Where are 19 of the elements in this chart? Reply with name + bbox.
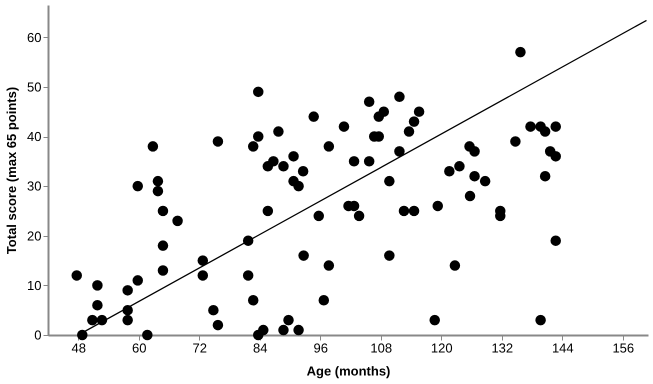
x-tick-label: 60 [132,340,146,356]
y-tick-label: 60 [27,30,42,45]
x-tick-label: 156 [612,340,634,356]
y-tick-label: 40 [27,129,42,144]
x-tick-label: 72 [192,340,207,356]
y-tick-label: 50 [27,79,42,94]
x-tick-label: 84 [253,340,268,356]
y-tick-label: 0 [34,328,42,342]
y-tick-label: 10 [27,278,42,293]
y-tick-label: 30 [27,178,42,194]
x-tick-label: 108 [370,340,392,356]
x-tick-label: 132 [491,340,514,356]
x-tick-label: 144 [552,340,574,356]
y-tick-label: 20 [27,228,42,244]
x-tick-label: 120 [430,340,453,356]
x-tick-label: 48 [72,340,86,356]
x-axis-title: Age (months) [306,364,390,378]
x-tick-label: 96 [314,340,328,356]
y-axis-title: Total score (max 65 points) [4,86,20,254]
